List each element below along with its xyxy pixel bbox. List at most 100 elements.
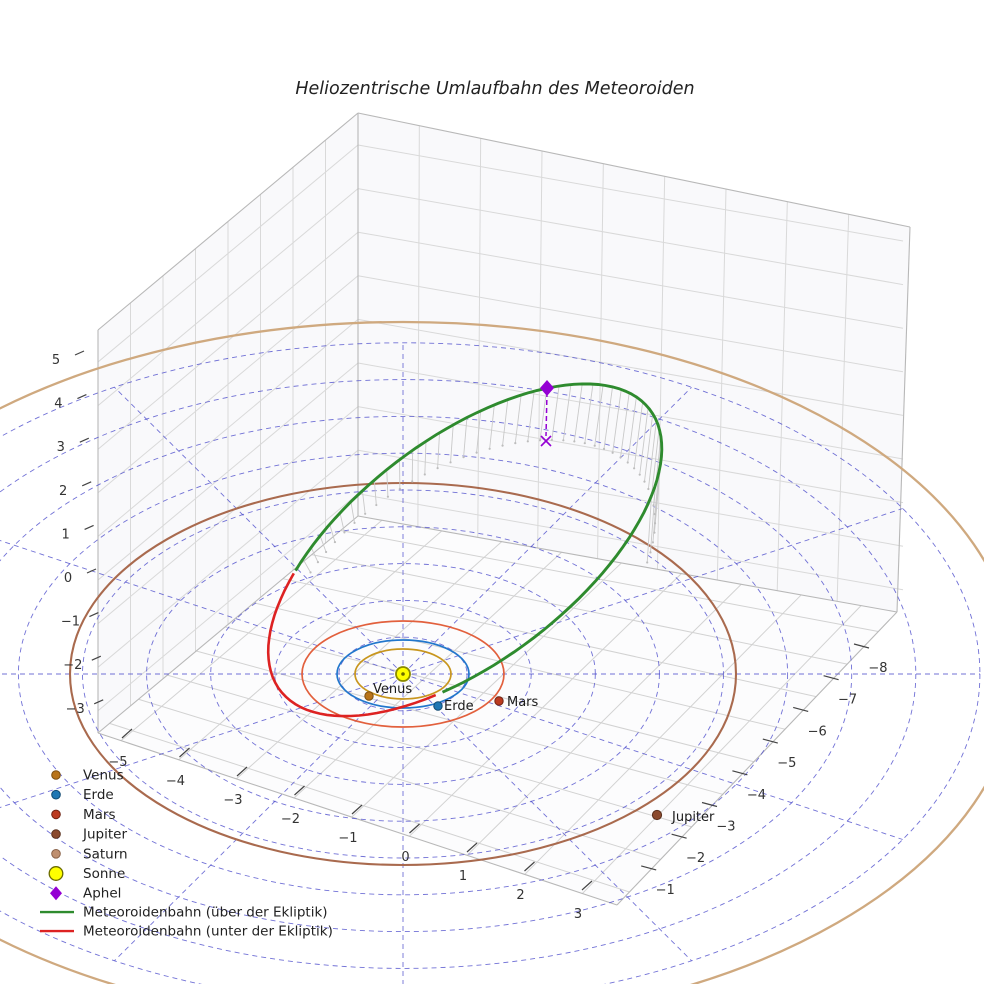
floor-gridline-x xyxy=(293,551,562,799)
legend-marker-saturn xyxy=(51,849,61,859)
aphel-drop-dashed-line xyxy=(545,391,548,437)
drop-line-foot-dot xyxy=(647,487,650,491)
legend-item-label: Saturn xyxy=(83,846,128,862)
y-axis-tick-label: −8 xyxy=(868,661,887,676)
ecliptic-drop-line xyxy=(310,547,319,563)
z-axis-tick xyxy=(84,524,94,530)
polar-grid-spoke xyxy=(0,673,404,808)
right-wall-pane xyxy=(358,113,910,612)
right-wall-gridline xyxy=(477,138,482,538)
drop-line-foot-dot xyxy=(652,504,655,507)
y-axis-tick xyxy=(671,833,687,839)
ecliptic-drop-line xyxy=(633,401,644,469)
wall-gridlines xyxy=(97,125,904,712)
drop-line-foot-dot xyxy=(324,550,328,554)
y-axis-tick xyxy=(823,675,839,681)
y-axis-tick-label: −1 xyxy=(656,883,675,898)
z-axis-tick xyxy=(79,437,90,443)
axes-box-edge xyxy=(357,515,898,613)
drop-line-foot-dot xyxy=(353,521,356,525)
axes-panes xyxy=(98,113,910,905)
left-wall-gridline xyxy=(97,362,359,581)
floor-gridline-x xyxy=(409,573,682,837)
legend-item-label: Sonne xyxy=(83,866,125,882)
right-wall-gridline xyxy=(716,188,727,581)
floor-gridline-y xyxy=(138,698,661,860)
drop-line-foot-dot xyxy=(423,473,426,476)
z-axis-tick-label: 2 xyxy=(59,484,67,499)
right-wall-gridline xyxy=(357,231,904,329)
drop-line-foot-dot xyxy=(653,513,656,516)
ecliptic-drop-line xyxy=(424,441,427,475)
drop-line-foot-dot xyxy=(583,442,586,445)
ecliptic-drop-line xyxy=(650,428,660,498)
left-wall-gridline xyxy=(97,449,359,668)
ecliptic-drop-line xyxy=(329,524,336,543)
z-axis-tick xyxy=(74,350,85,356)
mars-orbit xyxy=(301,620,505,728)
floor-gridline-y xyxy=(196,650,723,795)
sun-center-dot xyxy=(401,672,405,676)
x-axis-tick-label: 1 xyxy=(459,869,467,884)
left-wall-gridline xyxy=(97,493,359,712)
polar-grid-spoke xyxy=(402,673,903,840)
drop-line-foot-dot xyxy=(375,503,378,507)
z-axis-tick-label: 1 xyxy=(61,527,69,542)
x-axis-tick-label: −2 xyxy=(281,812,300,827)
drop-line-foot-dot xyxy=(526,440,529,443)
drop-line-foot-dot xyxy=(651,541,655,544)
legend-item-label: Aphel xyxy=(83,886,121,902)
drop-line-foot-dot xyxy=(562,439,565,442)
drop-line-foot-dot xyxy=(333,540,337,544)
left-wall-gridline xyxy=(97,275,359,494)
y-axis-tick-label: −7 xyxy=(838,693,857,708)
venus-orbit xyxy=(354,648,452,700)
ecliptic-drop-line xyxy=(476,410,482,453)
x-axis-tick-label: −4 xyxy=(166,774,185,789)
drop-line-foot-dot xyxy=(649,551,652,554)
ecliptic-drop-line xyxy=(653,436,662,506)
meteoroid-orbit xyxy=(266,382,664,718)
y-axis-tick xyxy=(641,865,657,871)
y-axis-tick xyxy=(793,706,809,712)
drop-line-foot-dot xyxy=(619,456,622,459)
y-axis-tick-label: −6 xyxy=(808,724,827,739)
y-axis-tick xyxy=(701,801,718,808)
floor-gridline-x xyxy=(120,519,383,742)
x-axis-tick-label: −1 xyxy=(338,831,357,846)
drop-line-foot-dot xyxy=(626,461,629,464)
z-axis-tick xyxy=(89,612,99,618)
x-axis-tick xyxy=(351,804,363,815)
y-axis-tick-label: −4 xyxy=(747,788,766,803)
drop-line-foot-dot xyxy=(475,451,478,454)
ecliptic-drop-line xyxy=(551,385,560,440)
x-axis-tick xyxy=(236,766,248,777)
ecliptic-drop-line xyxy=(502,399,509,446)
floor-gridline-x xyxy=(351,562,622,818)
axis-ticks-labels: −5 −4 −3 −2 −1 0 1 2 3 −8 −7 −6 −5 −4 −3 −2 −1 5 4 3 2 1 0 −1 −2… xyxy=(52,350,888,922)
ecliptic-drop-line xyxy=(302,558,311,573)
ecliptic-drop-line xyxy=(644,413,654,482)
y-axis-tick-label: −5 xyxy=(777,756,796,771)
axes-box-edge xyxy=(616,611,898,906)
ecliptic-drop-line xyxy=(319,535,327,553)
drop-line-foot-dot xyxy=(611,451,614,454)
ecliptic-drop-line xyxy=(584,384,594,444)
axes-box-edges xyxy=(97,112,911,906)
ecliptic-drop-line xyxy=(350,501,355,524)
x-axis-tick-label: −5 xyxy=(108,755,127,770)
drop-line-foot-dot xyxy=(646,561,649,564)
drop-line-foot-dot xyxy=(633,467,636,470)
meteoroid-path-below-ecliptic xyxy=(266,572,437,718)
floor-gridline-y xyxy=(282,578,817,698)
venus-dot xyxy=(364,691,374,701)
y-axis-tick-label: −2 xyxy=(686,851,705,866)
axes-box-edge xyxy=(97,732,618,906)
x-axis-tick xyxy=(524,861,535,872)
x-axis-tick xyxy=(294,785,305,796)
polar-grid-spoke xyxy=(402,387,692,675)
drop-line-foot-dot xyxy=(653,522,657,525)
ecliptic-drop-line xyxy=(647,420,657,490)
legend-item-label: Meteoroidenbahn (unter der Ekliptik) xyxy=(83,924,333,940)
z-axis-tick-label: −2 xyxy=(63,658,82,673)
